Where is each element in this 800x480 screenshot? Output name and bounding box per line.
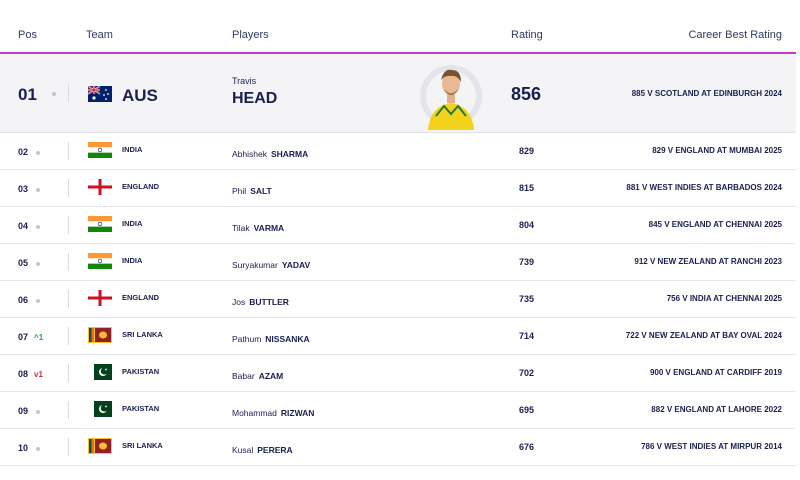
table-header: Pos Team Players Rating Career Best Rati… [0,18,796,54]
player-name[interactable]: Phil SALT [232,186,272,196]
australia-flag-icon [88,86,112,102]
divider [68,253,69,271]
player-name[interactable]: Babar AZAM [232,371,284,381]
team-name: INDIA [122,256,143,265]
team-name: INDIA [122,219,143,228]
table-row-leader[interactable]: 01 AUS Travis HEAD 856 885 V SCOTLAND AT EDIN… [0,54,796,133]
player-name[interactable]: Suryakumar YADAV [232,260,311,270]
career-best: 756 V INDIA AT CHENNAI 2025 [666,294,782,303]
career-best: 882 V ENGLAND AT LAHORE 2022 [651,405,782,414]
divider [68,438,69,456]
position: 06 [18,295,41,305]
divider [68,142,69,160]
table-row[interactable]: 05 INDIA Suryakumar YADAV 739 912 V NEW ZEALA… [0,244,796,281]
career-best: 845 V ENGLAND AT CHENNAI 2025 [648,220,782,229]
india-flag-icon [88,142,112,158]
player-name[interactable]: Jos BUTTLER [232,297,289,307]
rank-down-indicator: v1 [34,370,43,379]
header-team[interactable]: Team [86,29,113,41]
rating: 702 [519,368,535,378]
player-name[interactable]: Kusal PERERA [232,445,293,455]
career-best: 900 V ENGLAND AT CARDIFF 2019 [649,368,782,377]
india-flag-icon [88,216,112,232]
team-name: SRI LANKA [122,441,163,450]
team-name: PAKISTAN [122,404,160,413]
career-best: 912 V NEW ZEALAND AT RANCHI 2023 [634,257,782,266]
position: 07 ^1 [18,332,44,342]
rating: 676 [519,442,535,452]
position: 01 [18,85,37,104]
rating: 856 [511,84,542,104]
team-name: ENGLAND [122,293,160,302]
player-name[interactable]: Pathum NISSANKA [232,334,310,344]
player-photo [414,56,488,130]
position: 04 [18,221,41,231]
table-row[interactable]: 08 v1 PAKISTAN Babar AZAM 702 900 V ENGLAND AT… [0,355,796,392]
table-row[interactable]: 03 ENGLAND Phil SALT 815 881 V WEST INDIES AT… [0,170,796,207]
no-change-indicator [36,298,41,303]
player-name[interactable]: Mohammad RIZWAN [232,408,315,418]
no-change-indicator [36,150,41,155]
rank-up-indicator: ^1 [34,333,44,342]
career-best: 881 V WEST INDIES AT BARBADOS 2024 [626,183,782,192]
no-change-indicator [36,261,41,266]
position: 02 [18,147,41,157]
header-pos[interactable]: Pos [18,29,37,41]
table-row[interactable]: 04 INDIA Tilak VARMA 804 845 V ENGLAND AT CHE… [0,207,796,244]
divider [68,401,69,419]
team-name: SRI LANKA [122,330,163,339]
divider [68,290,69,308]
team-name: INDIA [122,145,143,154]
table-row[interactable]: 10 SRI LANKA Kusal PERERA 676 786 V WEST INDI… [0,429,796,466]
no-change-indicator [36,187,41,192]
rating: 735 [519,294,535,304]
no-change-indicator [42,85,56,103]
player-name[interactable]: Abhishek SHARMA [232,149,309,159]
player-name[interactable]: Tilak VARMA [232,223,285,233]
divider [68,216,69,234]
sri-lanka-flag-icon [88,438,112,454]
team-name: ENGLAND [122,182,160,191]
position: 08 v1 [18,369,43,379]
no-change-indicator [36,409,41,414]
position: 05 [18,258,41,268]
rating: 829 [519,146,535,156]
table-row[interactable]: 09 PAKISTAN Mohammad RIZWAN 695 882 V ENGLAND… [0,392,796,429]
header-players[interactable]: Players [232,29,269,41]
rating: 695 [519,405,535,415]
england-flag-icon [88,290,112,306]
player-first-name: Travis [232,76,257,86]
career-best: 722 V NEW ZEALAND AT BAY OVAL 2024 [625,331,782,340]
position: 09 [18,406,41,416]
rating: 714 [519,331,535,341]
career-best: 829 V ENGLAND AT MUMBAI 2025 [652,146,782,155]
header-career-best[interactable]: Career Best Rating [688,29,782,41]
career-best: 885 V SCOTLAND AT EDINBURGH 2024 [631,89,782,98]
table-row[interactable]: 07 ^1 SRI LANKA Pathum NISSANKA 714 722 V NEW … [0,318,796,355]
pakistan-flag-icon [88,364,112,380]
rating: 739 [519,257,535,267]
divider [68,327,69,345]
no-change-indicator [36,446,41,451]
divider [68,364,69,382]
pakistan-flag-icon [88,401,112,417]
sri-lanka-flag-icon [88,327,112,343]
divider [68,179,69,197]
table-row[interactable]: 02 INDIA Abhishek SHARMA 829 829 V ENGLAND AT… [0,133,796,170]
career-best: 786 V WEST INDIES AT MIRPUR 2014 [641,442,782,451]
position: 03 [18,184,41,194]
player-last-name[interactable]: HEAD [232,90,278,107]
team-name: PAKISTAN [122,367,160,376]
rating: 815 [519,183,535,193]
divider [68,84,69,102]
table-row[interactable]: 06 ENGLAND Jos BUTTLER 735 756 V INDIA AT CHE… [0,281,796,318]
position: 10 [18,443,41,453]
header-rating[interactable]: Rating [511,29,543,41]
india-flag-icon [88,253,112,269]
team-name: AUS [122,86,158,105]
england-flag-icon [88,179,112,195]
no-change-indicator [36,224,41,229]
rating: 804 [519,220,535,230]
rankings-table: Pos Team Players Rating Career Best Rati… [0,18,796,466]
